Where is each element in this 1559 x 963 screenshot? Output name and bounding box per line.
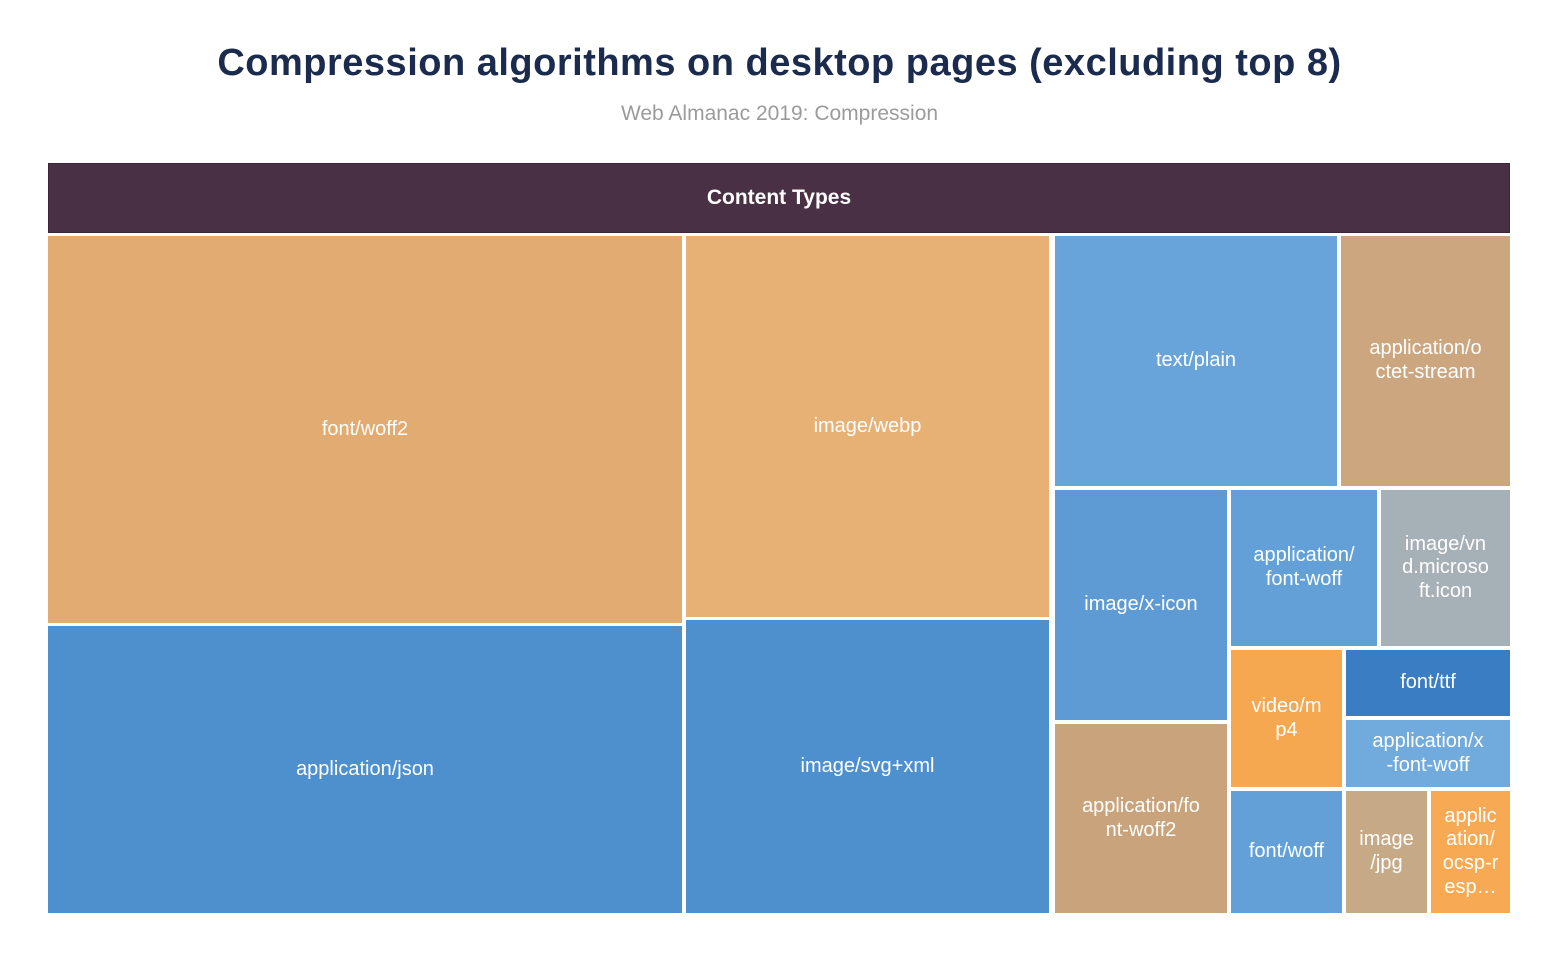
treemap-cell-application-font-woff2[interactable]: application/fo nt-woff2 [1055,724,1227,913]
treemap-cell-label: font/woff [1248,840,1325,863]
treemap: Content Types font/woff2 application/json… [48,163,1510,913]
treemap-cell-image-jpg[interactable]: image /jpg [1346,791,1427,913]
treemap-cell-image-webp[interactable]: image/webp [686,236,1049,617]
treemap-cell-label: image/webp [813,414,922,437]
treemap-group-label: Content Types [706,186,852,209]
treemap-cell-label: application/ font-woff [1253,544,1355,590]
page-title: Compression algorithms on desktop pages … [217,42,1342,84]
treemap-cell-image-x-icon[interactable]: image/x-icon [1055,490,1227,720]
treemap-group-header[interactable]: Content Types [48,163,1510,233]
treemap-cell-font-ttf[interactable]: font/ttf [1346,650,1510,716]
treemap-cell-label: video/m p4 [1251,694,1322,741]
treemap-cell-label: text/plain [1155,349,1237,372]
treemap-cell-label: applic ation/ ocsp-r esp… [1442,804,1499,898]
treemap-cell-label: application/o ctet-stream [1369,337,1482,383]
treemap-cell-label: image /jpg [1359,828,1414,874]
treemap-cell-label: application/json [296,757,434,780]
treemap-cell-label: image/vn d.microso ft.icon [1402,532,1489,602]
treemap-cell-label: application/fo nt-woff2 [1082,794,1200,841]
treemap-cells: font/woff2 application/json image/webp imag… [48,236,1510,913]
treemap-cell-label: image/svg+xml [800,754,935,777]
treemap-cell-font-woff2[interactable]: font/woff2 [48,236,682,623]
treemap-cell-image-svg-xml[interactable]: image/svg+xml [686,620,1049,913]
treemap-cell-application-ocsp-resp-[interactable]: applic ation/ ocsp-r esp… [1431,791,1510,913]
treemap-cell-video-mp4[interactable]: video/m p4 [1231,650,1342,787]
treemap-cell-label: image/x-icon [1084,593,1198,616]
treemap-cell-application-json[interactable]: application/json [48,626,682,913]
treemap-cell-label: font/woff2 [321,417,409,440]
treemap-cell-font-woff[interactable]: font/woff [1231,791,1342,913]
treemap-cell-application-font-woff[interactable]: application/ font-woff [1231,490,1377,646]
treemap-cell-label: font/ttf [1400,671,1456,694]
treemap-cell-application-octet-stream[interactable]: application/o ctet-stream [1341,236,1510,486]
page-subtitle: Web Almanac 2019: Compression [620,102,939,125]
treemap-cell-image-vnd-microsoft-icon[interactable]: image/vn d.microso ft.icon [1381,490,1510,646]
treemap-cell-application-x-font-woff[interactable]: application/x -font-woff [1346,720,1510,787]
treemap-cell-text-plain[interactable]: text/plain [1055,236,1337,486]
treemap-cell-label: application/x -font-woff [1372,729,1484,776]
